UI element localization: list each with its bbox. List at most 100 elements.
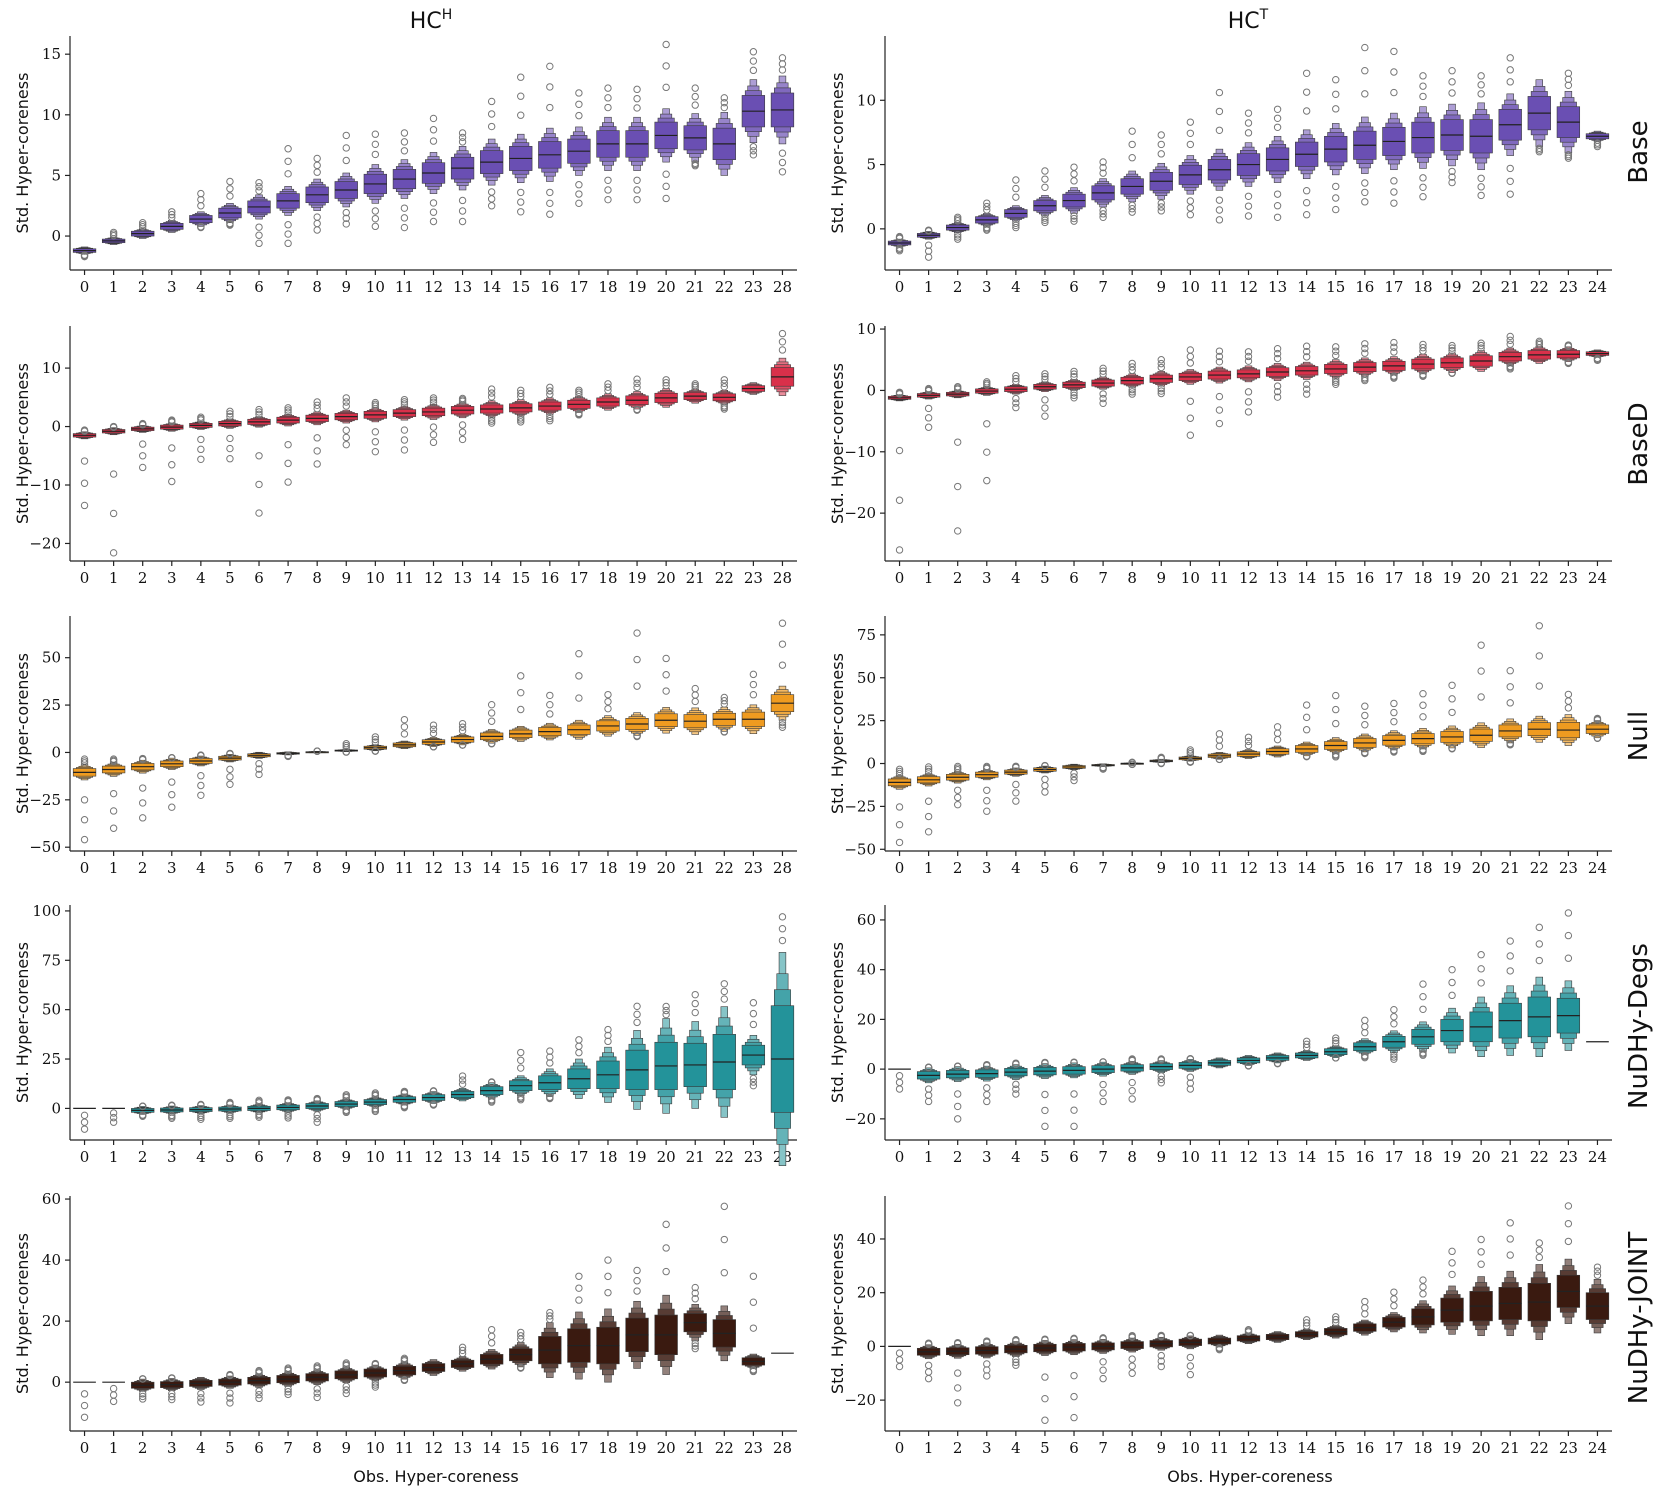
box-12: [1236, 1055, 1261, 1070]
outlier-point: [1041, 183, 1049, 191]
outlier-point: [1332, 1315, 1340, 1324]
outlier-point: [662, 1244, 670, 1252]
outlier-point: [954, 1399, 962, 1407]
x-tick-label: 5: [225, 1439, 235, 1457]
outlier-point: [1099, 1358, 1107, 1366]
outlier-point: [255, 452, 263, 460]
x-tick-label: 22: [1530, 569, 1549, 587]
outlier-point: [517, 688, 525, 697]
outlier-point: [1535, 923, 1544, 932]
box-21: [683, 84, 707, 170]
outlier-point: [1361, 67, 1369, 75]
outlier-point: [1390, 188, 1398, 196]
x-tick-label: 20: [1472, 859, 1491, 877]
y-tick-label: 10: [857, 91, 876, 109]
x-tick-label: 21: [686, 1148, 705, 1166]
outlier-point: [517, 1096, 525, 1104]
box-19: [625, 629, 649, 741]
outlier-point: [226, 444, 234, 453]
outlier-point: [458, 1072, 467, 1080]
outlier-point: [778, 158, 787, 167]
box-8: [1120, 359, 1144, 398]
outlier-point: [226, 1370, 234, 1379]
outlier-point: [924, 828, 933, 836]
x-tick-label: 0: [80, 278, 90, 296]
outlier-point: [983, 476, 991, 485]
outlier-point: [575, 694, 583, 702]
outlier-point: [720, 995, 728, 1003]
outlier-point: [1302, 69, 1311, 77]
outlier-point: [924, 404, 933, 413]
y-tick-label: −20: [844, 1110, 876, 1128]
outlier-point: [1186, 431, 1195, 439]
box-7: [276, 1364, 300, 1399]
outlier-point: [1244, 737, 1253, 746]
outlier-point: [546, 199, 554, 208]
outlier-point: [1215, 216, 1224, 224]
outlier-point: [662, 62, 670, 70]
x-tick-label: 2: [953, 278, 963, 296]
box-5: [218, 749, 242, 788]
outlier-point: [342, 440, 350, 449]
y-tick-label: 75: [42, 951, 61, 969]
outlier-point: [1128, 127, 1136, 135]
outlier-point: [400, 204, 409, 212]
outlier-point: [517, 1056, 525, 1064]
x-tick-label: 22: [1530, 1439, 1549, 1457]
outlier-point: [983, 786, 991, 794]
outlier-point: [1506, 54, 1514, 62]
box-22: [1527, 622, 1551, 743]
outlier-point: [1157, 363, 1165, 372]
outlier-point: [1012, 377, 1020, 386]
outlier-point: [1128, 1369, 1136, 1377]
outlier-point: [429, 725, 438, 733]
outlier-point: [400, 398, 409, 406]
outlier-point: [109, 549, 118, 557]
outlier-point: [1506, 340, 1514, 348]
outlier-point: [400, 1087, 409, 1096]
x-tick-label: 23: [1559, 569, 1578, 587]
box-0: [72, 426, 97, 510]
outlier-point: [1390, 88, 1398, 97]
outlier-point: [1593, 142, 1602, 151]
row-label-null: Null: [1624, 711, 1654, 761]
outlier-point: [720, 405, 728, 413]
box-7: [1091, 364, 1115, 408]
outlier-point: [1128, 154, 1136, 162]
box-3: [160, 1374, 184, 1404]
box-4: [189, 1100, 213, 1123]
outlier-point: [226, 434, 234, 443]
x-tick-label: 16: [540, 569, 559, 587]
outlier-point: [1041, 167, 1049, 175]
outlier-point: [1477, 344, 1485, 352]
outlier-point: [371, 1107, 380, 1116]
outlier-point: [517, 208, 525, 216]
box-9: [1149, 131, 1173, 215]
outlier-point: [168, 778, 176, 786]
x-tick-label: 4: [1011, 859, 1021, 877]
box-20: [654, 1002, 678, 1114]
outlier-point: [1477, 951, 1485, 959]
outlier-point: [400, 147, 409, 155]
outlier-point: [80, 1125, 89, 1133]
outlier-point: [226, 177, 234, 186]
x-tick-label: 23: [744, 569, 763, 587]
outlier-point: [604, 1288, 612, 1297]
outlier-point: [1157, 199, 1165, 207]
outlier-point: [633, 176, 641, 184]
outlier-point: [924, 812, 933, 821]
box-10: [363, 398, 387, 456]
x-tick-label: 8: [1127, 859, 1137, 877]
outlier-point: [749, 151, 758, 159]
outlier-point: [778, 924, 787, 933]
outlier-point: [1564, 909, 1573, 917]
outlier-point: [1564, 697, 1573, 705]
outlier-point: [313, 219, 321, 228]
outlier-point: [1070, 177, 1078, 185]
box-13: [450, 719, 475, 749]
outlier-point: [109, 509, 118, 518]
outlier-point: [1361, 702, 1369, 710]
outlier-point: [1332, 376, 1340, 384]
x-tick-label: 15: [1326, 278, 1345, 296]
x-tick-label: 8: [312, 569, 322, 587]
